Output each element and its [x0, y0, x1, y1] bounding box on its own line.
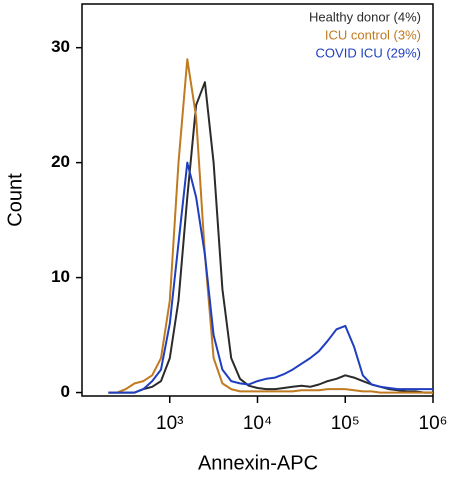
y-tick-label: 30	[51, 37, 70, 56]
series-line	[108, 58, 433, 394]
y-tick-label: 0	[61, 382, 70, 401]
legend-entry: Healthy donor (4%)	[309, 9, 421, 24]
plot-frame	[81, 3, 434, 397]
series-line	[108, 81, 433, 394]
legend-entry: ICU control (3%)	[325, 27, 421, 42]
series-line	[108, 161, 433, 394]
x-tick-label: 10³	[156, 413, 183, 434]
x-axis-label: Annexin-APC	[198, 452, 318, 474]
x-tick-label: 10⁶	[419, 413, 448, 434]
legend-entry: COVID ICU (29%)	[316, 45, 421, 60]
y-tick-label: 20	[51, 152, 70, 171]
x-tick-label: 10⁵	[331, 413, 360, 434]
x-tick-label: 10⁴	[243, 413, 272, 434]
y-tick-label: 10	[51, 267, 70, 286]
y-axis-label: Count	[4, 173, 26, 227]
